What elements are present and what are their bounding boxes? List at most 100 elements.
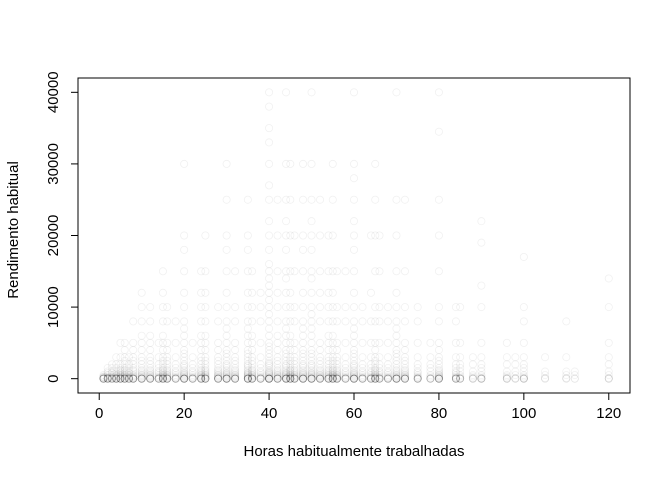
data-point — [316, 371, 325, 380]
data-point — [341, 353, 350, 362]
data-point — [562, 367, 571, 376]
data-point — [375, 374, 384, 383]
data-point — [124, 374, 133, 383]
data-point — [307, 368, 316, 377]
data-point — [158, 367, 167, 376]
data-point — [392, 374, 401, 383]
data-point — [243, 361, 252, 370]
data-point — [120, 374, 129, 383]
data-point — [116, 373, 125, 382]
data-point — [243, 374, 252, 383]
data-point — [286, 374, 295, 383]
data-point — [341, 373, 350, 382]
data-point — [129, 363, 138, 372]
data-point — [158, 374, 167, 383]
data-point — [290, 366, 299, 375]
data-point — [451, 317, 460, 326]
data-point — [248, 374, 257, 383]
data-point — [375, 363, 384, 372]
data-point — [324, 231, 333, 240]
data-point — [273, 317, 282, 326]
data-point — [290, 374, 299, 383]
data-point — [307, 374, 316, 383]
data-point — [307, 360, 316, 369]
data-point — [511, 360, 520, 369]
data-point — [307, 369, 316, 378]
data-point — [107, 374, 116, 383]
data-point — [371, 374, 380, 383]
data-point — [107, 373, 116, 382]
data-point — [328, 360, 337, 369]
data-point — [188, 374, 197, 383]
data-point — [316, 374, 325, 383]
data-point — [290, 374, 299, 383]
data-point — [112, 373, 121, 382]
data-point — [214, 374, 223, 383]
data-point — [282, 267, 291, 276]
data-point — [146, 317, 155, 326]
data-point — [290, 267, 299, 276]
data-point — [324, 374, 333, 383]
data-point — [299, 317, 308, 326]
data-point — [107, 374, 116, 383]
data-point — [324, 372, 333, 381]
data-point — [129, 371, 138, 380]
data-point — [328, 370, 337, 379]
data-point — [124, 374, 133, 383]
data-point — [180, 317, 189, 326]
data-point — [286, 303, 295, 312]
data-point — [107, 373, 116, 382]
data-point — [328, 368, 337, 377]
data-point — [333, 373, 342, 382]
data-point — [129, 372, 138, 381]
data-point — [282, 370, 291, 379]
data-point — [562, 374, 571, 383]
data-point — [434, 372, 443, 381]
data-point — [222, 371, 231, 380]
data-point — [197, 374, 206, 383]
data-point — [324, 371, 333, 380]
data-point — [265, 374, 274, 383]
data-point — [197, 288, 206, 297]
data-point — [112, 371, 121, 380]
data-point — [103, 374, 112, 383]
data-point — [290, 346, 299, 355]
data-point — [307, 288, 316, 297]
data-point — [120, 356, 129, 365]
data-point — [477, 374, 486, 383]
data-point — [137, 346, 146, 355]
data-point — [231, 374, 240, 383]
data-point — [265, 374, 274, 383]
data-point — [366, 338, 375, 347]
data-point — [328, 288, 337, 297]
data-point — [124, 368, 133, 377]
data-point — [265, 369, 274, 378]
data-point — [349, 372, 358, 381]
data-point — [400, 374, 409, 383]
data-point — [604, 367, 613, 376]
data-point — [400, 366, 409, 375]
data-point — [400, 360, 409, 369]
data-point — [282, 363, 291, 372]
data-point — [158, 267, 167, 276]
data-point — [349, 217, 358, 226]
data-point — [286, 195, 295, 204]
data-point — [341, 372, 350, 381]
data-point — [265, 358, 274, 367]
data-point — [328, 317, 337, 326]
x-tick-label: 20 — [176, 405, 193, 422]
data-point — [371, 360, 380, 369]
data-point — [299, 361, 308, 370]
data-point — [129, 353, 138, 362]
data-point — [434, 371, 443, 380]
data-point — [282, 349, 291, 358]
data-point — [562, 371, 571, 380]
data-point — [103, 374, 112, 383]
data-point — [392, 371, 401, 380]
data-point — [392, 367, 401, 376]
data-point — [400, 374, 409, 383]
data-point — [120, 360, 129, 369]
data-point — [265, 274, 274, 283]
data-point — [243, 303, 252, 312]
data-point — [333, 372, 342, 381]
